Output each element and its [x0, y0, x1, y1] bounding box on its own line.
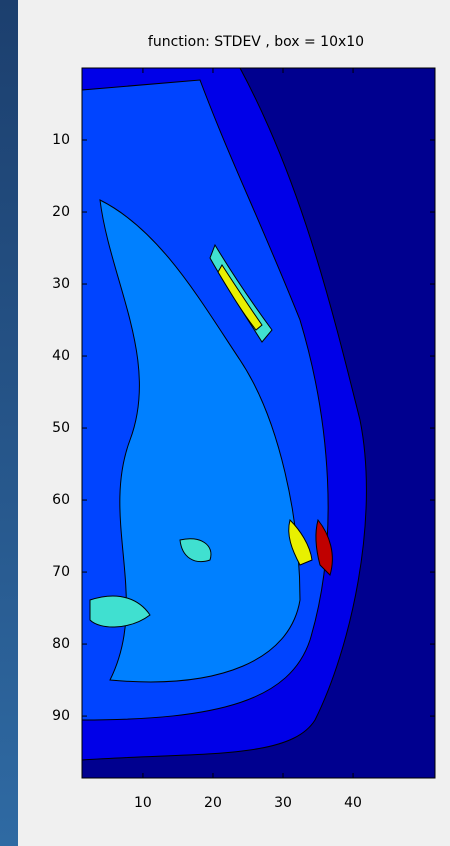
y-tick-label: 80 — [52, 636, 70, 652]
chart-title: function: STDEV , box = 10x10 — [148, 34, 364, 50]
y-tick-label: 50 — [52, 420, 70, 436]
y-tick-label: 30 — [52, 276, 70, 292]
x-tick-label: 10 — [134, 795, 152, 811]
window-edge — [0, 0, 18, 846]
x-tick-label: 20 — [204, 795, 222, 811]
x-tick-label: 40 — [344, 795, 362, 811]
y-tick-label: 60 — [52, 492, 70, 508]
figure: function: STDEV , box = 10x10 10 20 30 40 10… — [0, 0, 450, 846]
x-tick-label: 30 — [274, 795, 292, 811]
y-tick-label: 40 — [52, 348, 70, 364]
y-tick-label: 90 — [52, 708, 70, 724]
y-tick-label: 20 — [52, 204, 70, 220]
y-tick-label: 70 — [52, 564, 70, 580]
plot-area — [82, 68, 435, 778]
y-tick-label: 10 — [52, 132, 70, 148]
